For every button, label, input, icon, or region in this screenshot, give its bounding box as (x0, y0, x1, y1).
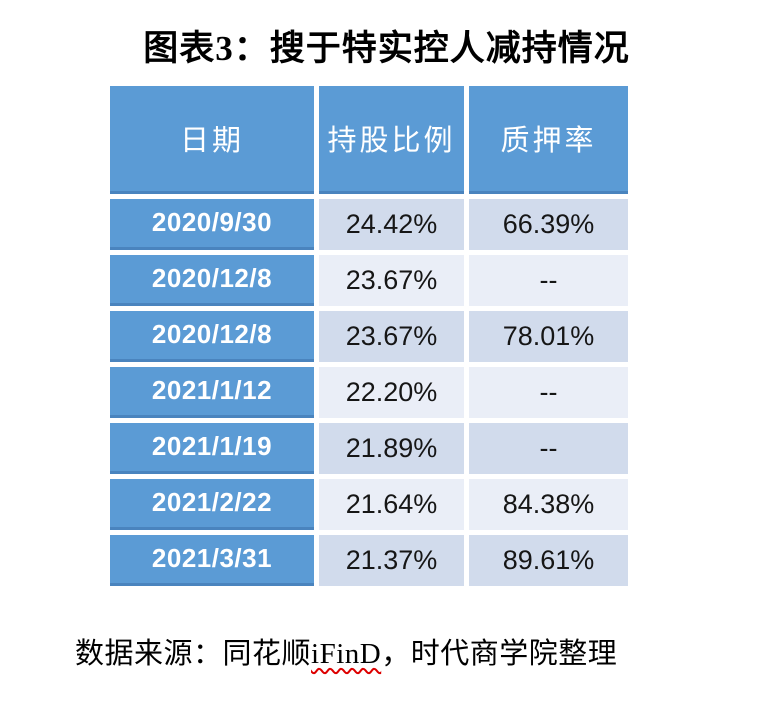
date-cell: 2020/12/8 (110, 254, 314, 306)
table-row: 2021/1/19 21.89% -- (110, 422, 628, 474)
pledge-cell: 89.61% (469, 534, 628, 586)
pledge-cell: -- (469, 254, 628, 306)
date-cell: 2020/12/8 (110, 310, 314, 362)
holding-cell: 23.67% (319, 310, 464, 362)
table-row: 2020/12/8 23.67% 78.01% (110, 310, 628, 362)
pledge-cell: -- (469, 366, 628, 418)
holding-cell: 22.20% (319, 366, 464, 418)
holding-cell: 21.37% (319, 534, 464, 586)
holding-cell: 21.64% (319, 478, 464, 530)
source-ifind-text: iFinD (311, 637, 382, 670)
table-row: 2021/1/12 22.20% -- (110, 366, 628, 418)
table-row: 2020/12/8 23.67% -- (110, 254, 628, 306)
figure-title: 图表3：搜于特实控人减持情况 (143, 29, 630, 68)
table-row: 2021/2/22 21.64% 84.38% (110, 478, 628, 530)
date-cell: 2021/1/12 (110, 366, 314, 418)
date-cell: 2020/9/30 (110, 198, 314, 250)
holding-cell: 21.89% (319, 422, 464, 474)
source-suffix: ，时代商学院整理 (381, 637, 618, 670)
holding-cell: 24.42% (319, 198, 464, 250)
table-header-row: 日期 持股比例 质押率 (110, 85, 628, 194)
table-row: 2021/3/31 21.37% 89.61% (110, 534, 628, 586)
holding-cell: 23.67% (319, 254, 464, 306)
source-prefix: 数据来源：同花顺 (75, 637, 312, 670)
date-cell: 2021/3/31 (110, 534, 314, 586)
date-cell: 2021/2/22 (110, 478, 314, 530)
pledge-cell: 66.39% (469, 198, 628, 250)
pledge-cell: 78.01% (469, 310, 628, 362)
column-header-holding: 持股比例 (319, 85, 464, 194)
column-header-date: 日期 (110, 85, 314, 194)
shareholding-table: 日期 持股比例 质押率 2020/9/30 24.42% 66.39% 2020… (110, 85, 628, 586)
report-figure: 图表3：搜于特实控人减持情况 日期 持股比例 质押率 2020/9/30 24.… (0, 26, 773, 701)
data-source-note: 数据来源：同花顺iFinD，时代商学院整理 (75, 630, 773, 672)
pledge-cell: -- (469, 422, 628, 474)
pledge-cell: 84.38% (469, 478, 628, 530)
date-cell: 2021/1/19 (110, 422, 314, 474)
column-header-pledge: 质押率 (469, 85, 628, 194)
table-row: 2020/9/30 24.42% 66.39% (110, 198, 628, 250)
